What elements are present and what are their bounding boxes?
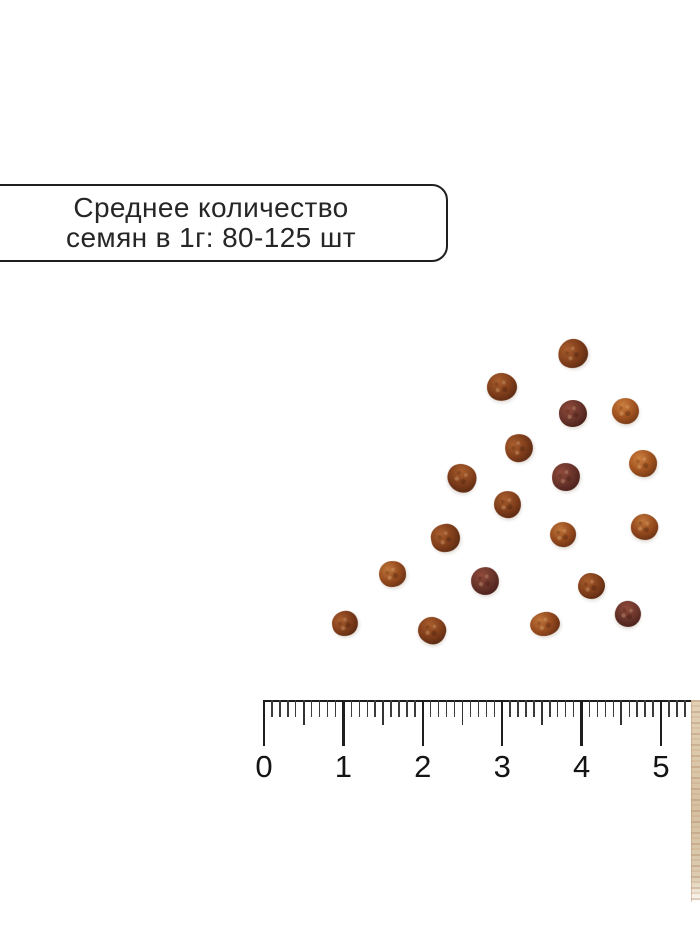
seed [490,487,524,521]
ruler-tick-mm [398,700,400,717]
ruler-tick-mm [612,700,615,717]
seed [377,559,407,589]
ruler-tick-mm [358,700,360,717]
ruler-tick-mm [509,700,511,717]
ruler-tick-mm [549,700,551,717]
seed [610,596,646,632]
ruler-tick-mm [572,700,575,717]
ruler-tick-half [302,700,305,725]
seed [627,448,659,478]
ruler-tick-mm [477,700,480,717]
ruler-tick-mm [366,700,368,717]
seed-count-label-box: Среднее количество семян в 1г: 80-125 шт [0,184,448,262]
seed [468,564,502,598]
seed [329,607,361,639]
seed [484,370,520,404]
ruler-tick-mm [668,700,670,717]
ruler-tick-mm [604,700,607,717]
seed [559,399,587,427]
ruler-tick-mm [437,700,440,717]
ruler-tick-cm [342,700,345,746]
ruler-tick-cm [421,700,424,746]
ruler-tick-mm [469,700,472,717]
seed [554,335,592,371]
ruler-tick-cm [659,700,663,746]
ruler-tick-mm [588,700,591,717]
ruler-tick-mm [676,700,678,717]
ruler-tick-mm [318,700,321,717]
ruler-tick-mm [430,700,432,717]
ruler-tick-mm [445,700,448,717]
seed [577,573,605,599]
ruler-tick-mm [406,700,408,717]
ruler-tick-mm [414,700,416,717]
ruler-tick-cm [501,700,504,746]
ruler-number: 0 [255,749,273,784]
ruler-number: 5 [652,749,670,784]
ruler-tick-mm [557,700,559,717]
ruler-tick-mm [295,700,297,717]
seed [626,509,662,545]
ruler-tick-half [541,700,543,725]
seed [528,610,562,638]
ruler-tick-mm [525,700,527,717]
ruler-tick-mm [684,700,686,717]
ruler-number: 1 [334,749,353,784]
seed [428,521,462,555]
ruler-tick-cm [262,700,266,746]
seed [501,430,537,466]
seed [608,394,642,428]
ruler-tick-mm [310,700,313,717]
ruler-tick-mm [485,700,487,717]
ruler-tick-mm [652,700,654,717]
ruler-tick-mm [596,700,599,717]
ruler-tick-mm [350,700,353,717]
seed [550,461,582,493]
seed [441,457,483,499]
ruler-tick-half [620,700,623,725]
ruler-tick-cm [580,700,583,746]
ruler-tick-half [382,700,384,725]
ruler-tick-mm [279,700,281,717]
ruler-tick-mm [287,700,289,717]
ruler-tick-mm [326,700,329,717]
ruler-tick-mm [565,700,567,717]
ruler-number: 4 [572,749,591,784]
ruler-tick-mm [390,700,392,717]
ruler-number: 2 [414,749,432,784]
ruler-tick-mm [453,700,456,717]
ruler-tick-half [461,700,464,725]
ruler-tick-mm [517,700,519,717]
seed [414,612,450,648]
ruler-number: 3 [493,749,511,784]
seed-count-line1: Среднее количество [73,192,349,223]
ruler-tick-mm [271,700,273,717]
seed [548,519,578,549]
ruler-tick-mm [644,700,646,717]
ruler-tick-mm [636,700,638,717]
ruler-tick-mm [628,700,630,717]
ruler-tick-mm [533,700,535,717]
photo-edge-strip [691,700,700,902]
ruler-tick-mm [334,700,337,717]
ruler-tick-mm [374,700,376,717]
seed-count-line2: семян в 1г: 80-125 шт [66,222,356,253]
ruler-tick-mm [493,700,495,717]
